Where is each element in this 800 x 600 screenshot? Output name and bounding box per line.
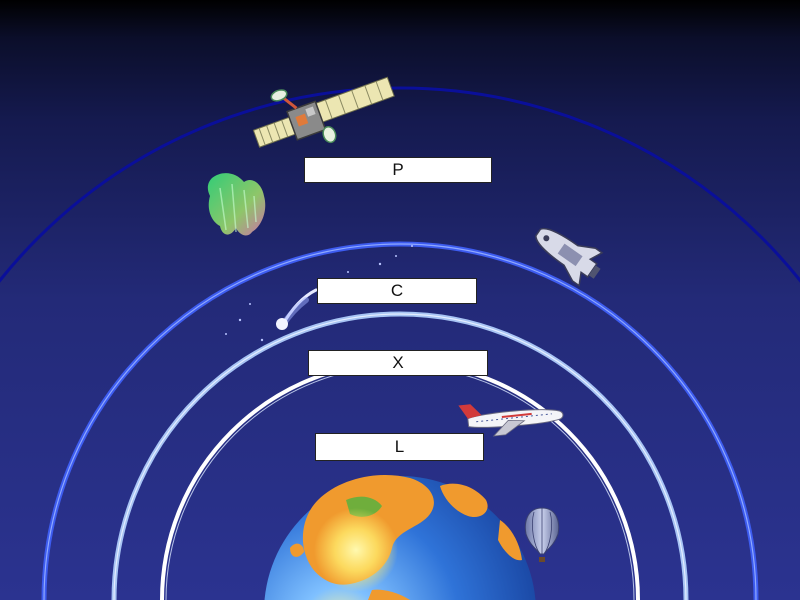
layer-label-x[interactable]: X <box>308 350 488 376</box>
layer-label-c[interactable]: C <box>317 278 477 304</box>
light-orbit-ring-highlight <box>113 313 687 600</box>
outer-orbit-ring <box>0 86 800 283</box>
meteor-icon <box>225 245 413 342</box>
blue-orbit-ring-highlight <box>43 243 757 600</box>
airplane-icon <box>458 404 564 437</box>
aurora-icon <box>207 173 266 236</box>
space-shuttle-icon <box>535 227 604 287</box>
layer-label-l[interactable]: L <box>315 433 484 461</box>
satellite-icon <box>252 76 395 148</box>
earth-icon <box>264 474 536 600</box>
hot-air-balloon-icon <box>524 507 560 562</box>
layer-label-p[interactable]: P <box>304 157 492 183</box>
